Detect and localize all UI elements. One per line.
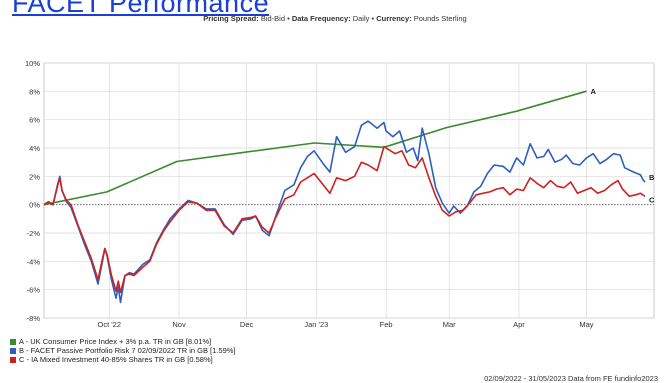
pricing-spread-label: Pricing Spread: [203,14,259,23]
separator-dot: • [287,14,290,23]
legend-label: A - UK Consumer Price Index + 3% p.a. TR… [19,337,212,346]
x-tick-label: Feb [380,320,393,329]
series-end-label-a: A [590,87,596,96]
legend-item-c: C - IA Mixed Investment 40-85% Shares TR… [10,355,236,364]
x-tick-label: Apr [513,320,525,329]
series-line-c [43,145,646,294]
y-tick-label: 4% [29,144,40,153]
series-end-label-c: C [649,195,655,204]
series-line-b [43,120,646,304]
x-tick-label: Mar [443,320,456,329]
data-source-footer: 02/09/2022 - 31/05/2023 Data from FE fun… [484,374,658,383]
page-title: FACET Performance [12,0,270,18]
currency-label: Currency: [376,14,412,23]
legend-swatch [10,347,16,354]
legend-item-a: A - UK Consumer Price Index + 3% p.a. TR… [10,337,236,346]
y-tick-label: 8% [29,87,40,96]
legend-swatch [10,338,16,345]
legend-label: C - IA Mixed Investment 40-85% Shares TR… [19,355,213,364]
currency-value: Pounds Sterling [413,14,467,23]
y-tick-label: -4% [27,257,41,266]
separator-dot: • [371,14,375,23]
legend-label: B - FACET Passive Portfolio Risk 7 02/09… [19,346,236,355]
x-tick-label: Nov [172,320,186,329]
data-frequency-label: Data Frequency: [291,14,351,23]
y-tick-label: -8% [27,314,41,323]
chart-metadata: Pricing Spread: Bid-Bid • Data Frequency… [0,14,670,23]
legend-item-b: B - FACET Passive Portfolio Risk 7 02/09… [10,346,236,355]
legend-swatch [10,356,16,363]
y-tick-label: -6% [27,286,41,295]
pricing-spread-value: Bid-Bid [260,14,286,23]
chart-legend: A - UK Consumer Price Index + 3% p.a. TR… [10,337,236,364]
x-tick-label: Oct '22 [98,320,122,329]
y-tick-label: 2% [29,172,40,181]
data-frequency-value: Daily [352,14,370,23]
y-tick-label: 0% [29,201,40,210]
series-line-a [43,90,587,206]
x-tick-label: Dec [240,320,254,329]
series-end-label-b: B [649,173,655,182]
plot-frame [43,62,655,319]
x-tick-label: Jan '23 [304,320,328,329]
y-tick-label: 10% [25,59,40,68]
x-tick-label: May [579,320,593,329]
y-tick-label: 6% [29,116,40,125]
y-tick-label: -2% [27,229,41,238]
